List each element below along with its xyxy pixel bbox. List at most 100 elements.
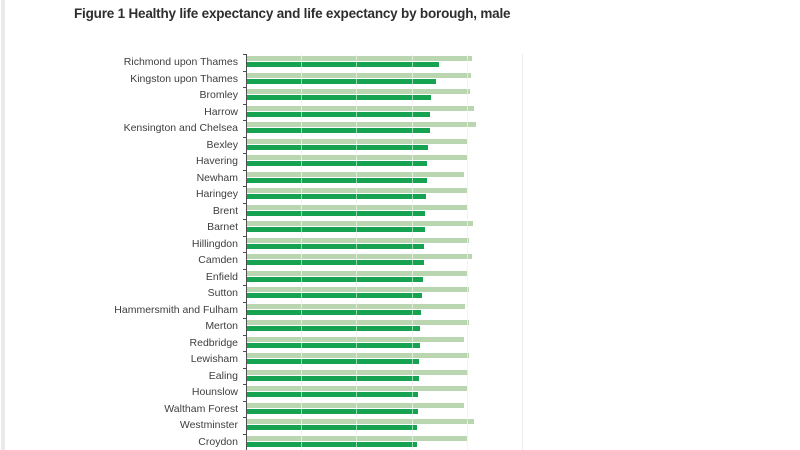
borough-label: Kensington and Chelsea bbox=[123, 122, 238, 134]
chart-row: Havering bbox=[6, 153, 523, 170]
borough-label: Hounslow bbox=[191, 386, 238, 398]
borough-label: Brent bbox=[212, 204, 238, 217]
row-plot-area bbox=[243, 252, 522, 269]
row-plot-area bbox=[243, 202, 522, 220]
borough-label: Kingston upon Thames bbox=[130, 72, 238, 85]
chart-row: Newham bbox=[6, 169, 523, 187]
row-plot-area bbox=[243, 318, 522, 335]
healthy-life-expectancy-bar bbox=[246, 161, 428, 166]
borough-label: Camden bbox=[198, 254, 238, 266]
axis-tick bbox=[243, 235, 246, 237]
life-expectancy-bar bbox=[246, 287, 469, 292]
life-expectancy-bar bbox=[246, 171, 465, 177]
row-plot-area bbox=[243, 384, 522, 401]
life-expectancy-bar bbox=[246, 336, 464, 342]
row-plot-area bbox=[243, 268, 522, 286]
life-expectancy-bar bbox=[246, 72, 472, 78]
life-expectancy-bar bbox=[246, 155, 468, 160]
chart-row: Enfield bbox=[6, 268, 523, 286]
row-plot-area bbox=[243, 351, 522, 368]
borough-label: Sutton bbox=[207, 287, 238, 299]
borough-label: Bromley bbox=[199, 89, 238, 101]
axis-tick bbox=[243, 285, 246, 286]
healthy-life-expectancy-bar bbox=[246, 326, 421, 331]
healthy-life-expectancy-bar bbox=[246, 342, 420, 348]
chart-row: Kensington and Chelsea bbox=[6, 120, 523, 137]
life-expectancy-bar bbox=[246, 435, 467, 441]
axis-tick bbox=[243, 417, 246, 418]
borough-label: Waltham Forest bbox=[164, 402, 238, 415]
row-plot-area bbox=[243, 54, 522, 71]
healthy-life-expectancy-bar bbox=[246, 309, 422, 315]
life-expectancy-bar bbox=[246, 353, 469, 358]
chart-rows: Richmond upon Thames Kingston upon Thame… bbox=[6, 54, 523, 450]
healthy-life-expectancy-bar bbox=[246, 425, 418, 430]
chart-row: Croydon bbox=[6, 433, 523, 450]
borough-label: Hillingdon bbox=[191, 237, 238, 250]
borough-label: Lewisham bbox=[190, 353, 238, 365]
life-expectancy-bar bbox=[246, 221, 473, 226]
borough-label: Enfield bbox=[205, 270, 238, 283]
borough-label: Richmond upon Thames bbox=[123, 56, 238, 68]
chart-row: Harrow bbox=[6, 103, 523, 121]
healthy-life-expectancy-bar bbox=[246, 293, 423, 298]
axis-tick bbox=[243, 433, 246, 435]
row-plot-area bbox=[243, 70, 522, 88]
healthy-life-expectancy-bar bbox=[246, 260, 424, 265]
healthy-life-expectancy-bar bbox=[246, 210, 426, 216]
healthy-life-expectancy-bar bbox=[246, 227, 425, 232]
chart-row: Bexley bbox=[6, 136, 523, 154]
borough-label: Hammersmith and Fulham bbox=[114, 303, 238, 316]
healthy-life-expectancy-bar bbox=[246, 177, 427, 183]
healthy-life-expectancy-bar bbox=[246, 408, 418, 414]
life-expectancy-bar bbox=[246, 386, 468, 391]
chart-row: Sutton bbox=[6, 285, 523, 302]
life-expectancy-bar bbox=[246, 89, 471, 94]
healthy-life-expectancy-bar bbox=[246, 392, 419, 397]
life-expectancy-bar bbox=[246, 369, 469, 375]
scrollbar-track[interactable] bbox=[1, 0, 5, 450]
row-plot-area bbox=[243, 400, 522, 418]
axis-tick bbox=[243, 202, 246, 204]
row-plot-area bbox=[243, 169, 522, 187]
axis-tick bbox=[243, 219, 246, 220]
row-plot-area bbox=[243, 334, 522, 352]
row-plot-area bbox=[243, 433, 522, 450]
axis-tick bbox=[243, 351, 246, 352]
healthy-life-expectancy-bar bbox=[246, 441, 418, 447]
chart-row: Lewisham bbox=[6, 351, 523, 368]
healthy-life-expectancy-bar bbox=[246, 276, 423, 282]
healthy-life-expectancy-bar bbox=[246, 194, 426, 199]
chart-row: Bromley bbox=[6, 87, 523, 104]
life-expectancy-bar bbox=[246, 402, 464, 408]
row-plot-area bbox=[243, 235, 522, 253]
life-expectancy-bar bbox=[246, 56, 473, 61]
life-expectancy-bar bbox=[246, 270, 467, 276]
life-expectancy-bar bbox=[246, 237, 469, 243]
chart-row: Merton bbox=[6, 318, 523, 335]
healthy-life-expectancy-bar bbox=[246, 243, 425, 249]
life-expectancy-bar bbox=[246, 105, 474, 111]
chart-row: Ealing bbox=[6, 367, 523, 385]
borough-label: Harrow bbox=[204, 105, 238, 118]
borough-label: Westminster bbox=[179, 419, 238, 431]
axis-tick bbox=[243, 186, 246, 187]
healthy-life-expectancy-bar bbox=[246, 78, 437, 84]
chart-row: Westminster bbox=[6, 417, 523, 434]
chart-row: Haringey bbox=[6, 186, 523, 203]
borough-label: Redbridge bbox=[189, 336, 238, 349]
axis-tick bbox=[243, 70, 246, 72]
row-plot-area bbox=[243, 136, 522, 154]
chart-row: Camden bbox=[6, 252, 523, 269]
row-plot-area bbox=[243, 301, 522, 319]
borough-label: Havering bbox=[195, 155, 238, 167]
borough-label: Barnet bbox=[207, 221, 238, 233]
chart-row: Barnet bbox=[6, 219, 523, 236]
life-expectancy-bar bbox=[246, 254, 473, 259]
chart-row: Waltham Forest bbox=[6, 400, 523, 418]
healthy-life-expectancy-bar bbox=[246, 62, 440, 67]
axis-tick bbox=[243, 120, 246, 121]
y-axis-line bbox=[246, 54, 247, 450]
borough-label: Croydon bbox=[198, 435, 238, 448]
